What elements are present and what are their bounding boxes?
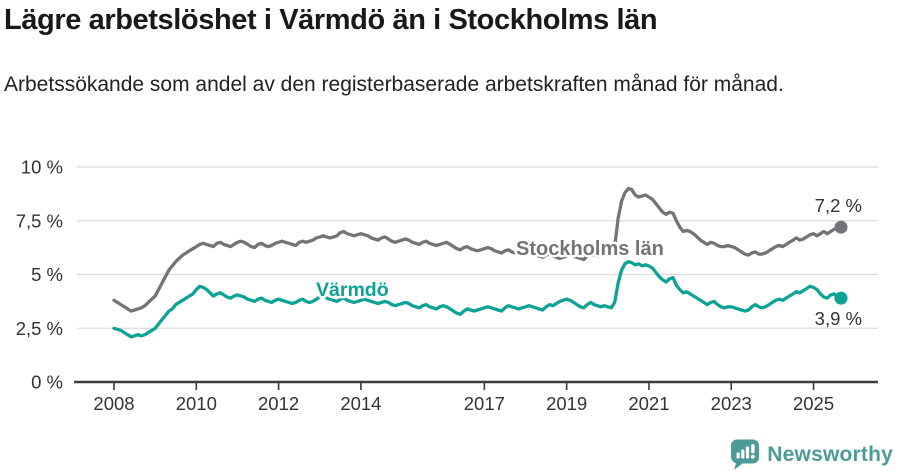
series-lines (112, 186, 843, 339)
x-tick-label: 2021 (628, 393, 669, 414)
end-value-label: 3,9 % (815, 308, 862, 329)
x-axis-labels: 2008 2010 2012 2014 2017 2019 2021 2023 2025 (93, 393, 834, 414)
series-label-varmdo: Värmdö (316, 279, 389, 301)
x-tick-label: 2019 (546, 393, 587, 414)
x-axis (74, 380, 878, 390)
series-end-dot-varmdo (834, 291, 848, 305)
series-endpoint-dots (834, 220, 848, 305)
x-tick-label: 2012 (258, 393, 299, 414)
series-inline-labels: Stockholms län Värmdö (314, 236, 667, 304)
y-tick-label: 7,5 % (16, 210, 63, 231)
series-end-dot-stockholms-lan (834, 220, 848, 234)
series-line-varmdo (112, 259, 843, 339)
x-tick-label: 2025 (793, 393, 834, 414)
x-tick-label: 2017 (464, 393, 505, 414)
y-tick-label: 2,5 % (16, 318, 63, 339)
newsworthy-brand-text: Newsworthy (767, 442, 893, 466)
y-tick-label: 5 % (31, 264, 63, 285)
series-label-stockholms-lan: Stockholms län (516, 238, 664, 260)
series-end-value-labels: 7,2 % 3,9 % (815, 195, 862, 329)
y-gridlines (77, 166, 878, 329)
y-tick-label: 10 % (21, 157, 63, 178)
newsworthy-chart-bubble-icon (731, 439, 760, 470)
x-tick-label: 2014 (340, 393, 381, 414)
x-tick-label: 2023 (711, 393, 752, 414)
x-tick-label: 2010 (176, 393, 217, 414)
series-line-stockholms-lan (112, 186, 843, 313)
y-tick-label: 0 % (31, 372, 63, 393)
end-value-label: 7,2 % (815, 195, 862, 216)
newsworthy-logo[interactable]: Newsworthy (730, 439, 893, 470)
chart-title: Lägre arbetslöshet i Värmdö än i Stockho… (4, 4, 658, 36)
chart-subtitle: Arbetssökande som andel av den registerb… (4, 73, 784, 96)
x-tick-label: 2008 (93, 393, 134, 414)
y-axis-labels: 10 % 7,5 % 5 % 2,5 % 0 % (16, 157, 63, 393)
